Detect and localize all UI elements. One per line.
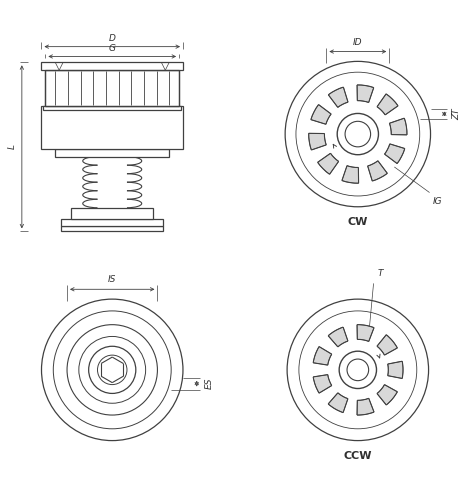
Polygon shape bbox=[328, 327, 348, 347]
Polygon shape bbox=[309, 134, 326, 150]
Bar bbox=[42, 62, 183, 70]
Text: BZM: BZM bbox=[84, 117, 140, 137]
Text: G: G bbox=[109, 44, 116, 52]
Text: L: L bbox=[8, 144, 17, 150]
Polygon shape bbox=[377, 94, 398, 115]
Text: CCW: CCW bbox=[344, 452, 372, 462]
Polygon shape bbox=[377, 334, 397, 355]
Bar bbox=[46, 70, 179, 106]
Text: D: D bbox=[109, 34, 116, 42]
Text: ID: ID bbox=[353, 38, 363, 46]
Bar bbox=[61, 218, 164, 226]
Polygon shape bbox=[357, 85, 374, 102]
Polygon shape bbox=[318, 154, 338, 174]
Polygon shape bbox=[388, 361, 403, 378]
Bar bbox=[44, 106, 181, 110]
Text: T: T bbox=[377, 268, 383, 278]
Polygon shape bbox=[342, 166, 359, 183]
Text: CW: CW bbox=[347, 218, 368, 228]
Bar bbox=[71, 208, 154, 218]
Polygon shape bbox=[377, 384, 397, 405]
Polygon shape bbox=[311, 104, 331, 124]
Polygon shape bbox=[357, 398, 374, 415]
Polygon shape bbox=[390, 118, 407, 135]
Polygon shape bbox=[357, 324, 374, 342]
Text: ZT: ZT bbox=[452, 108, 461, 120]
Text: ES: ES bbox=[205, 378, 214, 390]
Polygon shape bbox=[384, 144, 405, 164]
Bar bbox=[55, 149, 169, 156]
Polygon shape bbox=[313, 374, 332, 393]
Polygon shape bbox=[328, 393, 348, 412]
Polygon shape bbox=[368, 161, 387, 181]
Bar bbox=[42, 106, 183, 149]
Polygon shape bbox=[328, 87, 348, 108]
Bar bbox=[61, 226, 164, 232]
Text: IG: IG bbox=[432, 198, 442, 206]
Text: IS: IS bbox=[108, 276, 117, 284]
Bar bbox=[46, 70, 179, 106]
Polygon shape bbox=[313, 346, 332, 365]
